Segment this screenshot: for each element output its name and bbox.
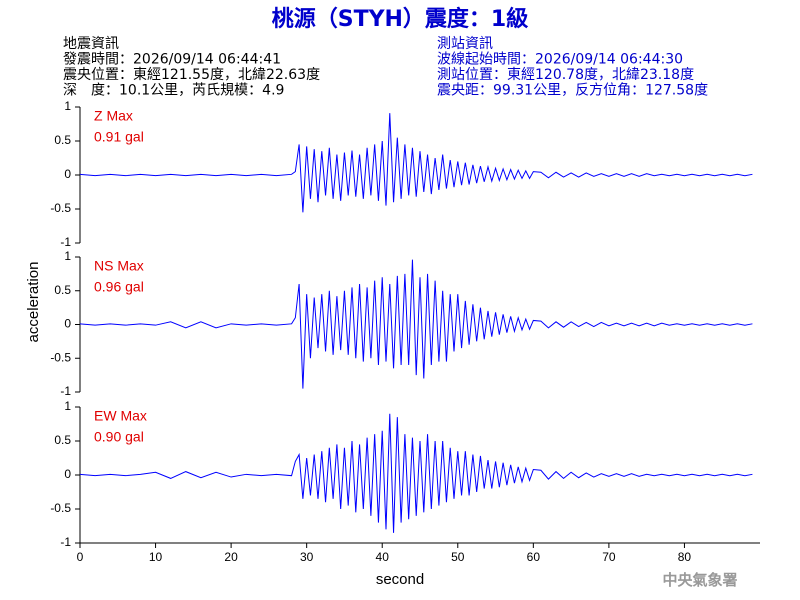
x-tick-label: 30 bbox=[300, 550, 314, 564]
y-tick-label: -1 bbox=[60, 535, 71, 549]
event-info-line: 深 度：10.1公里，芮氏規模：4.9 bbox=[63, 82, 284, 99]
watermark: 中央氣象署 bbox=[662, 571, 737, 589]
component-label: NS Max bbox=[94, 258, 144, 274]
max-label: 0.96 gal bbox=[94, 279, 144, 295]
component-label: Z Max bbox=[94, 108, 133, 124]
station-info-line: 波線起始時間：2026/09/14 06:44:30 bbox=[437, 52, 683, 68]
y-tick-label: 1 bbox=[64, 249, 71, 263]
y-tick-label: 1 bbox=[64, 99, 71, 113]
x-tick-label: 20 bbox=[224, 550, 238, 564]
waveform bbox=[79, 413, 753, 533]
y-tick-label: 0 bbox=[64, 167, 71, 181]
x-tick-label: 70 bbox=[602, 550, 616, 564]
x-tick-label: 10 bbox=[149, 550, 163, 564]
x-tick-label: 60 bbox=[527, 550, 541, 564]
station-info-line: 震央距：99.31公里，反方位角：127.58度 bbox=[437, 83, 708, 99]
x-axis-label: second bbox=[376, 571, 424, 588]
x-tick-label: 40 bbox=[376, 550, 390, 564]
x-tick-label: 50 bbox=[451, 550, 465, 564]
event-info-line: 地震資訊 bbox=[63, 36, 119, 52]
max-label: 0.90 gal bbox=[94, 429, 144, 445]
y-tick-label: 0.5 bbox=[54, 433, 71, 447]
waveform bbox=[79, 259, 753, 389]
component-label: EW Max bbox=[94, 408, 147, 424]
station-info-line: 測站資訊 bbox=[437, 36, 493, 52]
event-info-line: 震央位置：東經121.55度，北緯22.63度 bbox=[63, 67, 320, 83]
y-tick-label: -0.5 bbox=[50, 201, 71, 215]
y-tick-label: -0.5 bbox=[50, 350, 71, 364]
y-tick-label: 0.5 bbox=[54, 133, 71, 147]
station-info-line: 測站位置：東經120.78度，北緯23.18度 bbox=[437, 67, 694, 83]
y-tick-label: 1 bbox=[64, 399, 71, 413]
y-tick-label: 0 bbox=[64, 467, 71, 481]
chart-title: 桃源（STYH）震度：1級 bbox=[272, 6, 529, 32]
event-info-line: 發震時間：2026/09/14 06:44:41 bbox=[63, 52, 281, 68]
y-tick-label: -0.5 bbox=[50, 501, 71, 515]
x-tick-label: 80 bbox=[678, 550, 692, 564]
y-tick-label: 0 bbox=[64, 317, 71, 331]
y-tick-label: 0.5 bbox=[54, 283, 71, 297]
y-tick-label: -1 bbox=[60, 235, 71, 249]
x-tick-label: 0 bbox=[77, 550, 84, 564]
max-label: 0.91 gal bbox=[94, 129, 144, 145]
y-tick-label: -1 bbox=[60, 384, 71, 398]
waveform bbox=[79, 113, 753, 213]
y-axis-label: acceleration bbox=[25, 262, 42, 343]
